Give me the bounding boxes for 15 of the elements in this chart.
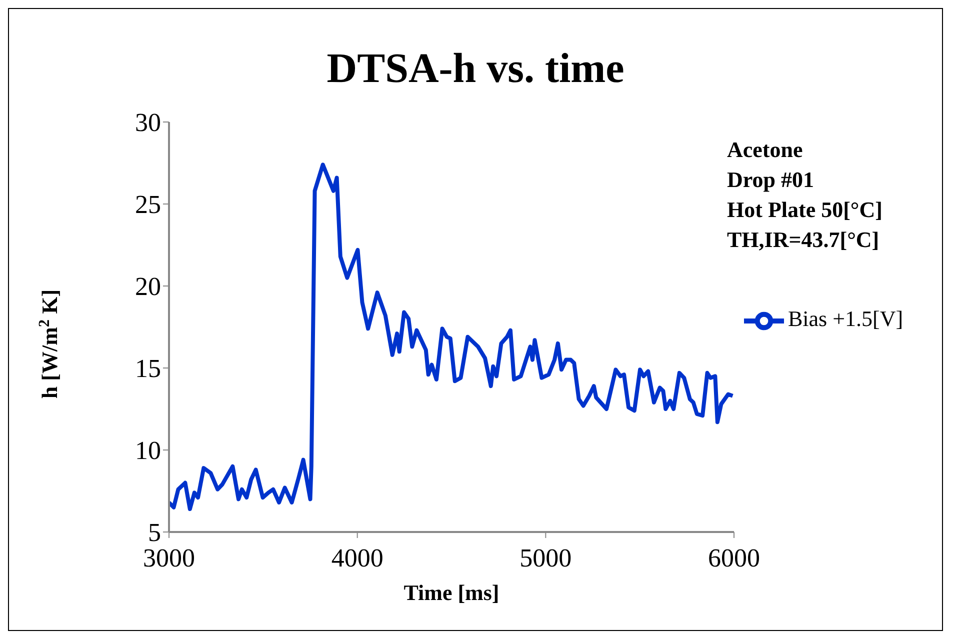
y-tick-label: 15 bbox=[135, 354, 161, 384]
y-tick-label: 10 bbox=[135, 436, 161, 466]
y-tick-label: 20 bbox=[135, 272, 161, 302]
chart-title: DTSA-h vs. time bbox=[326, 45, 626, 93]
y-tick-label: 25 bbox=[135, 190, 161, 220]
annotation: Drop #01 bbox=[727, 166, 815, 194]
annotation: Hot Plate 50[°C] bbox=[727, 196, 882, 224]
x-tick-label: 4000 bbox=[331, 543, 384, 572]
x-tick-label: 6000 bbox=[708, 543, 760, 572]
annotation: TH,IR=43.7[°C] bbox=[727, 226, 880, 254]
x-tick-label: 5000 bbox=[520, 543, 572, 572]
annotation: Acetone bbox=[727, 136, 804, 164]
legend-label: Bias +1.5[V] bbox=[788, 306, 904, 331]
y-tick-label: 30 bbox=[135, 108, 161, 138]
x-axis-title: Time [ms] bbox=[404, 580, 500, 605]
